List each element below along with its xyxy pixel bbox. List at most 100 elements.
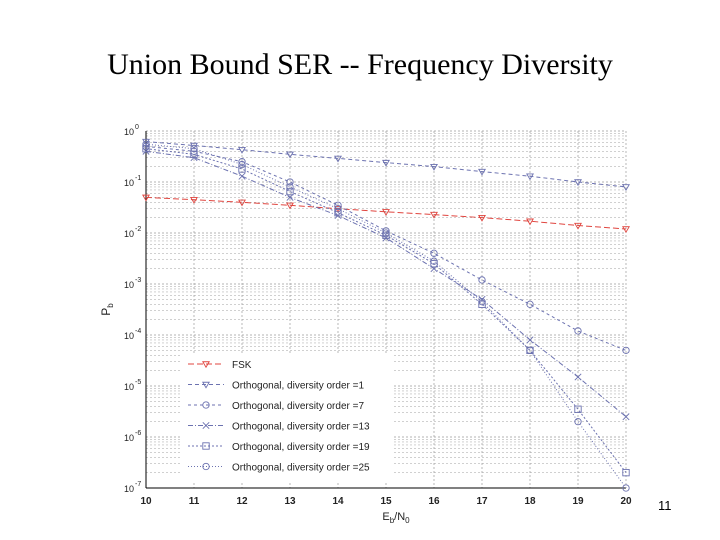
x-tick-label: 13 [284, 496, 296, 507]
marker-triangle [622, 226, 630, 234]
marker-circle [190, 145, 198, 153]
marker-circle [430, 249, 438, 257]
marker-circle [382, 229, 390, 237]
y-tick-exponent: -7 [135, 481, 141, 488]
series-line [145, 145, 627, 351]
series-line [145, 150, 627, 418]
x-tick-label: 19 [572, 496, 584, 507]
marker-triangle [202, 361, 210, 369]
legend-box [182, 354, 392, 481]
marker-circle [382, 227, 390, 235]
y-tick-label: 10 -7 [124, 481, 141, 494]
y-tick-exponent: -6 [135, 430, 141, 437]
marker-x [286, 193, 294, 201]
y-tick-base: 10 [124, 433, 134, 443]
marker-circle [574, 327, 582, 335]
y-tick-base: 10 [124, 331, 134, 341]
y-tick-label: 10 -5 [124, 379, 141, 392]
y-tick-label: 10 0 [124, 124, 139, 137]
marker-triangle [430, 163, 438, 171]
marker-circle [238, 158, 246, 166]
marker-x [622, 413, 630, 421]
marker-triangle [574, 179, 582, 187]
marker-triangle [142, 194, 150, 202]
marker-circle [142, 140, 150, 148]
marker-x [526, 336, 534, 344]
marker-square [478, 300, 486, 308]
marker-circle [286, 183, 294, 191]
marker-circle [574, 417, 582, 426]
x-tick-label: 20 [620, 496, 632, 507]
x-axis-label: Eb/N0 [382, 511, 410, 525]
y-tick-base: 10 [124, 382, 134, 392]
marker-square [574, 405, 582, 413]
marker-circle [526, 346, 534, 355]
marker-square [622, 468, 630, 477]
legend-label: Orthogonal, diversity order =1 [232, 381, 364, 392]
y-tick-exponent: -2 [135, 226, 141, 233]
y-tick-base: 10 [124, 178, 134, 188]
marker-circle [526, 300, 534, 308]
y-tick-exponent: -1 [135, 175, 141, 182]
legend-label: Orthogonal, diversity order =13 [232, 422, 370, 433]
marker-square [142, 145, 150, 153]
y-axis-label: Pb [99, 303, 115, 316]
series-line [145, 196, 627, 230]
y-tick-base: 10 [124, 484, 134, 494]
marker-circle [202, 401, 210, 409]
y-tick-label: 10 -4 [124, 328, 141, 341]
marker-triangle [142, 138, 150, 146]
page-number: 11 [658, 498, 672, 513]
x-tick-label: 14 [332, 496, 344, 507]
marker-triangle [382, 159, 390, 167]
legend-label: FSK [232, 360, 252, 371]
slide-title: Union Bound SER -- Frequency Diversity [107, 48, 613, 81]
marker-circle [202, 462, 210, 471]
marker-square [286, 187, 294, 196]
series-6 [142, 140, 630, 492]
x-tick-label: 11 [189, 496, 200, 507]
marker-circle [238, 160, 246, 169]
marker-x [202, 421, 210, 430]
marker-triangle [526, 218, 534, 226]
y-tick-base: 10 [124, 280, 134, 290]
y-tick-exponent: -5 [135, 379, 141, 386]
y-tick-label: 10 -6 [124, 430, 141, 443]
series-line [145, 143, 627, 489]
marker-triangle [622, 184, 630, 192]
series-line [145, 148, 627, 473]
x-tick-label: 12 [236, 496, 248, 507]
marker-triangle [286, 202, 294, 210]
marker-x [574, 373, 582, 381]
marker-triangle [574, 222, 582, 230]
series-line [145, 141, 627, 188]
marker-square [430, 260, 438, 268]
y-tick-label: 10 -2 [124, 226, 141, 239]
series-2 [142, 138, 630, 192]
marker-x [142, 147, 150, 155]
marker-triangle [190, 196, 198, 204]
marker-triangle [526, 173, 534, 181]
x-tick-label: 18 [524, 496, 536, 507]
marker-triangle [334, 155, 342, 163]
marker-square [190, 150, 198, 158]
marker-square [382, 231, 390, 239]
x-tick-label: 15 [380, 496, 392, 507]
marker-triangle [382, 209, 390, 216]
legend: FSK Orthogonal, diversity order =1 Orthogo… [182, 354, 392, 481]
y-tick-label: 10 -1 [124, 175, 141, 188]
y-tick-exponent: -4 [135, 328, 141, 335]
marker-square [238, 165, 246, 173]
x-tick-label: 16 [428, 496, 440, 507]
series-1 [142, 194, 630, 234]
marker-circle [478, 276, 486, 284]
y-tick-label: 10 -3 [124, 277, 141, 290]
marker-circle [622, 346, 630, 355]
legend-label: Orthogonal, diversity order =7 [232, 401, 364, 412]
legend-label: Orthogonal, diversity order =25 [232, 463, 370, 474]
y-tick-exponent: -3 [135, 277, 141, 284]
marker-x [238, 172, 246, 180]
y-tick-base: 10 [124, 127, 134, 137]
y-tick-exponent: 0 [135, 124, 139, 131]
